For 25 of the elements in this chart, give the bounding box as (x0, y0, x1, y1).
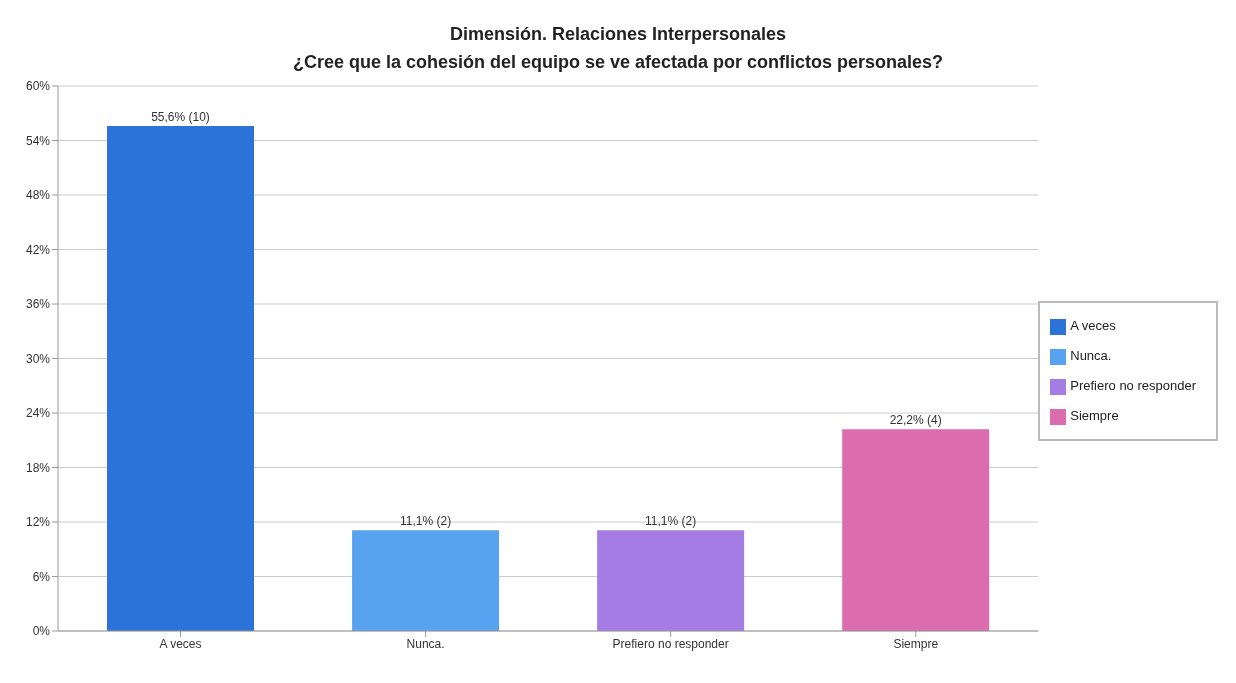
y-tick-label: 30% (25, 351, 51, 366)
y-tick-label: 48% (25, 188, 51, 203)
legend-label: Nunca. (1070, 348, 1112, 363)
x-tick-label: Siempre (893, 636, 939, 651)
y-tick-label: 12% (25, 515, 51, 530)
x-tick-label: Nunca. (406, 636, 445, 651)
y-tick-label: 36% (25, 297, 51, 312)
y-tick-label: 6% (32, 569, 51, 584)
legend-label: Siempre (1070, 408, 1119, 423)
x-tick-label: Prefiero no responder (612, 636, 729, 651)
y-tick-label: 24% (25, 406, 51, 421)
x-tick-label: A veces (159, 636, 202, 651)
legend-label: A veces (1070, 318, 1116, 333)
data-label: 55,6% (10) (151, 109, 210, 124)
y-tick-label: 18% (25, 460, 51, 475)
data-label: 22,2% (4) (889, 413, 942, 428)
y-tick-label: 54% (25, 133, 51, 148)
chart-title: Dimensión. Relaciones Interpersonales (448, 23, 788, 46)
data-label: 11,1% (2) (400, 514, 452, 529)
chart-subtitle: ¿Cree que la cohesión del equipo se ve afectada por conflictos personales? (291, 51, 945, 74)
y-tick-label: 60% (25, 79, 51, 94)
legend-label: Prefiero no responder (1070, 378, 1196, 393)
y-tick-label: 42% (25, 242, 51, 257)
y-tick-label: 0% (32, 624, 51, 639)
data-label: 11,1% (2) (645, 514, 697, 529)
